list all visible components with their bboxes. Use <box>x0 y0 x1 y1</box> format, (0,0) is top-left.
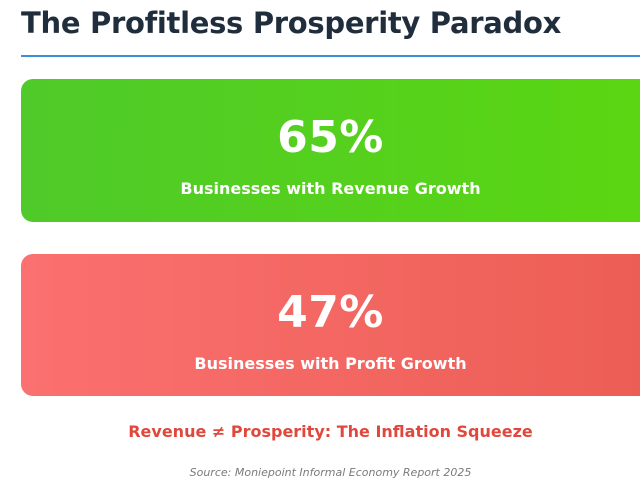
revenue-growth-card: 65% Businesses with Revenue Growth <box>21 79 640 222</box>
profit-growth-label: Businesses with Profit Growth <box>194 354 467 373</box>
source-note: Source: Moniepoint Informal Economy Repo… <box>189 466 472 479</box>
revenue-growth-label: Businesses with Revenue Growth <box>180 179 481 198</box>
profit-growth-value: 47% <box>277 287 384 338</box>
profit-growth-card: 47% Businesses with Profit Growth <box>21 254 640 396</box>
title-divider <box>21 55 640 57</box>
revenue-growth-value: 65% <box>277 112 384 163</box>
page-title: The Profitless Prosperity Paradox <box>21 6 561 40</box>
tagline: Revenue ≠ Prosperity: The Inflation Sque… <box>128 422 533 441</box>
